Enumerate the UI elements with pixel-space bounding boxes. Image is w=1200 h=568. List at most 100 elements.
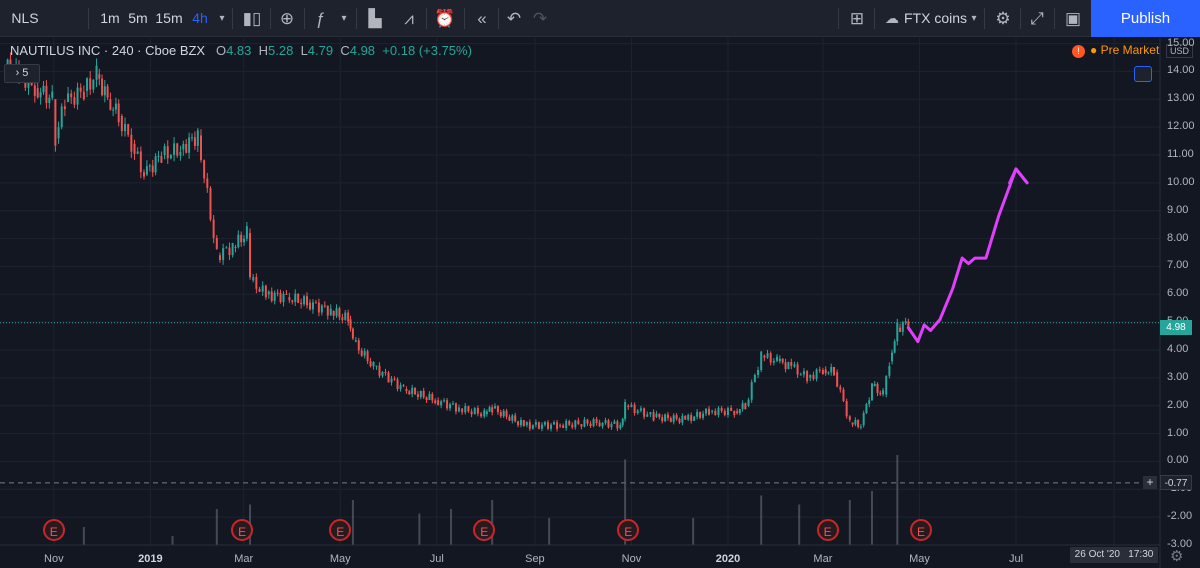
earnings-marker[interactable]: E — [910, 519, 933, 541]
low-key: L — [300, 43, 308, 58]
symbol-search[interactable]: NLS — [11, 10, 39, 26]
candle-body — [446, 400, 449, 409]
toolbar-divider — [498, 8, 499, 29]
earnings-marker[interactable]: E — [816, 519, 839, 541]
candle-body — [636, 410, 639, 414]
candle-body — [818, 369, 821, 371]
candle-body — [36, 88, 39, 98]
toolbar-divider — [464, 8, 465, 29]
candle-body — [234, 246, 237, 248]
candle-body — [176, 143, 179, 156]
candle-body — [133, 143, 136, 154]
chevron-down-icon[interactable]: ▾ — [219, 13, 225, 24]
interval-15m[interactable]: 15m — [155, 10, 183, 26]
interval-5m[interactable]: 5m — [128, 10, 148, 26]
add-alert-plus-icon[interactable]: + — [1143, 476, 1157, 489]
y-tick-label: 3.00 — [1167, 370, 1189, 383]
candle-body — [649, 412, 652, 415]
candle-body — [449, 404, 452, 409]
candle-body — [714, 410, 717, 416]
templates-icon[interactable]: ⩘ — [404, 9, 414, 28]
candle-body — [372, 362, 375, 367]
candle-body — [766, 353, 769, 358]
candle-body — [387, 372, 390, 383]
camera-icon[interactable]: ▣ — [1064, 9, 1082, 28]
candle-body — [589, 423, 592, 426]
crosshair-price-label: -0.77 — [1160, 475, 1192, 490]
candle-body — [595, 419, 598, 424]
toolbar-divider — [1020, 8, 1021, 29]
candle-body — [693, 416, 696, 421]
candle-body — [882, 390, 885, 395]
candle-body — [369, 361, 372, 367]
candle-body — [306, 296, 309, 306]
candle-body — [750, 382, 753, 400]
candle-body — [86, 78, 89, 91]
gear-icon[interactable]: ⚙ — [995, 9, 1011, 28]
y-tick-label: 1.00 — [1167, 426, 1189, 439]
premarket-indicator[interactable]: ! ● Pre Market — [1072, 43, 1159, 58]
candle-body — [297, 293, 300, 303]
candle-body — [185, 144, 188, 153]
layout-name[interactable]: FTX coins — [904, 10, 968, 26]
undo-icon[interactable]: ↶ — [506, 9, 522, 28]
earnings-marker[interactable]: E — [329, 519, 352, 541]
candle-body — [842, 389, 845, 401]
premarket-dot-icon: ● — [1090, 43, 1098, 57]
candle-body — [639, 408, 642, 411]
interval-4h[interactable]: 4h — [192, 10, 208, 26]
chevron-down-icon[interactable]: ▾ — [341, 13, 347, 24]
candle-body — [702, 413, 705, 418]
candle-body — [457, 407, 460, 412]
candle-body — [583, 419, 586, 427]
currency-label[interactable]: USD — [1166, 44, 1194, 58]
earnings-marker[interactable]: E — [617, 519, 640, 541]
candle-body — [480, 413, 483, 417]
financials-icon[interactable]: ▙ — [368, 9, 382, 28]
candle-body — [163, 146, 166, 155]
candle-body — [619, 424, 622, 429]
replay-icon[interactable]: « — [477, 9, 487, 28]
earnings-marker[interactable]: E — [473, 519, 496, 541]
candle-body — [888, 365, 891, 376]
candle-body — [390, 378, 393, 383]
candle-body — [613, 421, 616, 424]
candle-body — [733, 411, 736, 415]
earnings-marker[interactable]: E — [231, 519, 254, 541]
object-tree-toggle[interactable] — [1134, 66, 1152, 82]
indicator-collapse-button[interactable]: › 5 — [4, 64, 40, 83]
candle-body — [610, 423, 613, 428]
layout-grid-icon[interactable]: ⊞ — [849, 9, 865, 28]
candles-icon[interactable]: ▮▯ — [242, 9, 262, 28]
alert-clock-icon[interactable]: ⏰ — [434, 9, 456, 28]
open-value: 4.83 — [226, 43, 252, 58]
candle-body — [347, 312, 350, 322]
candle-body — [378, 365, 381, 376]
candle-body — [525, 422, 528, 426]
redo-icon[interactable]: ↷ — [532, 9, 548, 28]
symbol-legend: NAUTILUS INC · 240 · Cboe BZX O4.83 H5.2… — [10, 43, 472, 58]
candle-body — [48, 97, 51, 104]
candle-body — [517, 421, 520, 426]
candle-body — [467, 405, 470, 412]
candle-body — [109, 99, 112, 110]
candle-body — [157, 155, 160, 157]
compare-add-icon[interactable]: ⊕ — [279, 9, 295, 28]
indicators-icon[interactable]: ƒ — [315, 9, 325, 28]
candle-body — [528, 422, 531, 429]
chevron-down-icon[interactable]: ▾ — [971, 13, 977, 24]
publish-button[interactable]: Publish — [1091, 0, 1200, 37]
interval-1m[interactable]: 1m — [100, 10, 120, 26]
candle-body — [101, 78, 104, 96]
candle-body — [598, 422, 601, 427]
premarket-label: Pre Market — [1100, 43, 1160, 57]
earnings-marker[interactable]: E — [42, 519, 65, 541]
gear-icon[interactable]: ⚙ — [1170, 548, 1184, 565]
fullscreen-icon[interactable]: ⤢ — [1030, 9, 1044, 28]
candle-body — [393, 378, 396, 380]
candle-body — [154, 156, 157, 173]
cloud-icon[interactable]: ☁ — [885, 10, 899, 26]
candle-body — [237, 234, 240, 248]
candle-body — [120, 116, 123, 132]
